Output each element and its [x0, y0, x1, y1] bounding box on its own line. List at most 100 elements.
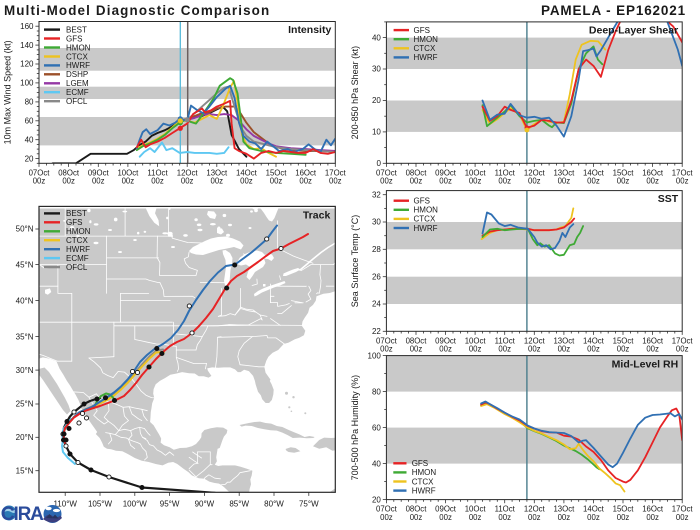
svg-text:SST: SST — [658, 193, 679, 205]
svg-text:11Oct: 11Oct — [147, 168, 168, 177]
svg-text:15Oct: 15Oct — [613, 336, 635, 345]
svg-text:GFS: GFS — [414, 197, 430, 206]
svg-text:08Oct: 08Oct — [58, 168, 80, 177]
svg-text:00z: 00z — [380, 513, 393, 522]
svg-text:00z: 00z — [469, 513, 482, 522]
svg-text:700-500 hPa Humidity (%): 700-500 hPa Humidity (%) — [350, 375, 360, 481]
svg-text:45°N: 45°N — [16, 260, 34, 269]
svg-text:00z: 00z — [439, 513, 452, 522]
svg-text:80: 80 — [372, 387, 381, 396]
svg-text:10Oct: 10Oct — [465, 336, 487, 345]
svg-text:16Oct: 16Oct — [642, 336, 664, 345]
svg-text:09Oct: 09Oct — [435, 336, 457, 345]
svg-text:13Oct: 13Oct — [553, 505, 575, 514]
svg-text:30: 30 — [372, 65, 381, 74]
svg-text:16Oct: 16Oct — [642, 505, 664, 514]
svg-text:11Oct: 11Oct — [495, 336, 516, 345]
svg-text:00z: 00z — [62, 177, 75, 186]
svg-text:20: 20 — [25, 154, 34, 163]
svg-text:BEST: BEST — [66, 209, 87, 218]
svg-text:HMON: HMON — [412, 468, 437, 477]
svg-text:32: 32 — [372, 190, 381, 199]
svg-text:00z: 00z — [181, 177, 194, 186]
svg-text:00z: 00z — [617, 513, 630, 522]
svg-text:00z: 00z — [240, 177, 253, 186]
svg-text:100: 100 — [20, 79, 34, 88]
svg-text:14Oct: 14Oct — [583, 336, 605, 345]
svg-text:25°N: 25°N — [16, 400, 34, 409]
svg-text:HMON: HMON — [414, 35, 439, 44]
svg-text:28: 28 — [372, 245, 381, 254]
svg-text:DSHP: DSHP — [66, 70, 88, 79]
svg-text:14Oct: 14Oct — [583, 505, 605, 514]
svg-text:22: 22 — [372, 327, 381, 336]
svg-text:HMON: HMON — [414, 206, 439, 215]
svg-text:14Oct: 14Oct — [236, 168, 258, 177]
svg-text:00z: 00z — [676, 513, 689, 522]
svg-text:00z: 00z — [299, 177, 312, 186]
svg-text:08Oct: 08Oct — [406, 336, 428, 345]
svg-text:105°W: 105°W — [88, 500, 113, 509]
svg-text:PAMELA - EP162021: PAMELA - EP162021 — [541, 3, 686, 18]
svg-text:00z: 00z — [676, 345, 689, 354]
svg-text:07Oct: 07Oct — [376, 168, 398, 177]
svg-text:17Oct: 17Oct — [325, 168, 347, 177]
svg-text:00z: 00z — [33, 177, 46, 186]
svg-text:00z: 00z — [558, 513, 571, 522]
svg-text:00z: 00z — [617, 345, 630, 354]
svg-text:30°N: 30°N — [16, 366, 34, 375]
svg-text:Deep-Layer Shear: Deep-Layer Shear — [589, 24, 678, 36]
svg-text:HWRF: HWRF — [414, 224, 438, 233]
svg-text:GFS: GFS — [66, 34, 82, 43]
svg-text:07Oct: 07Oct — [376, 336, 398, 345]
svg-text:00z: 00z — [587, 177, 600, 186]
svg-text:GFS: GFS — [66, 218, 82, 227]
svg-text:09Oct: 09Oct — [435, 168, 457, 177]
svg-text:00z: 00z — [617, 177, 630, 186]
svg-text:40: 40 — [25, 135, 34, 144]
svg-text:75°W: 75°W — [299, 500, 319, 509]
svg-text:00z: 00z — [558, 177, 571, 186]
svg-text:00z: 00z — [498, 345, 511, 354]
svg-text:00z: 00z — [469, 345, 482, 354]
svg-text:100: 100 — [368, 351, 382, 360]
svg-text:17Oct: 17Oct — [672, 336, 694, 345]
svg-text:00z: 00z — [380, 177, 393, 186]
svg-text:20: 20 — [372, 495, 381, 504]
svg-text:200-850 hPa Shear (kt): 200-850 hPa Shear (kt) — [350, 46, 360, 140]
svg-text:50°N: 50°N — [16, 225, 34, 234]
svg-text:Mid-Level RH: Mid-Level RH — [612, 359, 679, 371]
svg-text:12Oct: 12Oct — [524, 168, 546, 177]
svg-text:00z: 00z — [646, 177, 659, 186]
svg-text:CTCX: CTCX — [412, 477, 434, 486]
svg-text:90°W: 90°W — [195, 500, 215, 509]
svg-text:15Oct: 15Oct — [613, 168, 635, 177]
svg-text:00z: 00z — [439, 345, 452, 354]
svg-text:20: 20 — [372, 96, 381, 105]
svg-text:13Oct: 13Oct — [553, 168, 575, 177]
svg-text:120: 120 — [20, 60, 34, 69]
svg-text:00z: 00z — [122, 177, 135, 186]
svg-text:00z: 00z — [410, 177, 423, 186]
svg-text:12Oct: 12Oct — [177, 168, 199, 177]
svg-text:09Oct: 09Oct — [88, 168, 110, 177]
svg-text:00z: 00z — [329, 177, 342, 186]
svg-text:40°N: 40°N — [16, 296, 34, 305]
svg-text:Track: Track — [303, 210, 331, 222]
svg-text:11Oct: 11Oct — [495, 505, 516, 514]
svg-text:160: 160 — [20, 22, 34, 31]
svg-text:95°W: 95°W — [160, 500, 180, 509]
svg-text:17Oct: 17Oct — [672, 168, 694, 177]
svg-text:00z: 00z — [380, 345, 393, 354]
svg-text:30: 30 — [372, 218, 381, 227]
svg-text:00z: 00z — [528, 345, 541, 354]
svg-text:CTCX: CTCX — [414, 44, 436, 53]
svg-text:OFCL: OFCL — [66, 263, 88, 272]
svg-text:00z: 00z — [646, 345, 659, 354]
svg-text:00z: 00z — [528, 513, 541, 522]
svg-text:HWRF: HWRF — [66, 245, 90, 254]
svg-text:00z: 00z — [270, 177, 283, 186]
svg-text:00z: 00z — [646, 513, 659, 522]
svg-text:40: 40 — [372, 33, 381, 42]
svg-text:85°W: 85°W — [229, 500, 249, 509]
